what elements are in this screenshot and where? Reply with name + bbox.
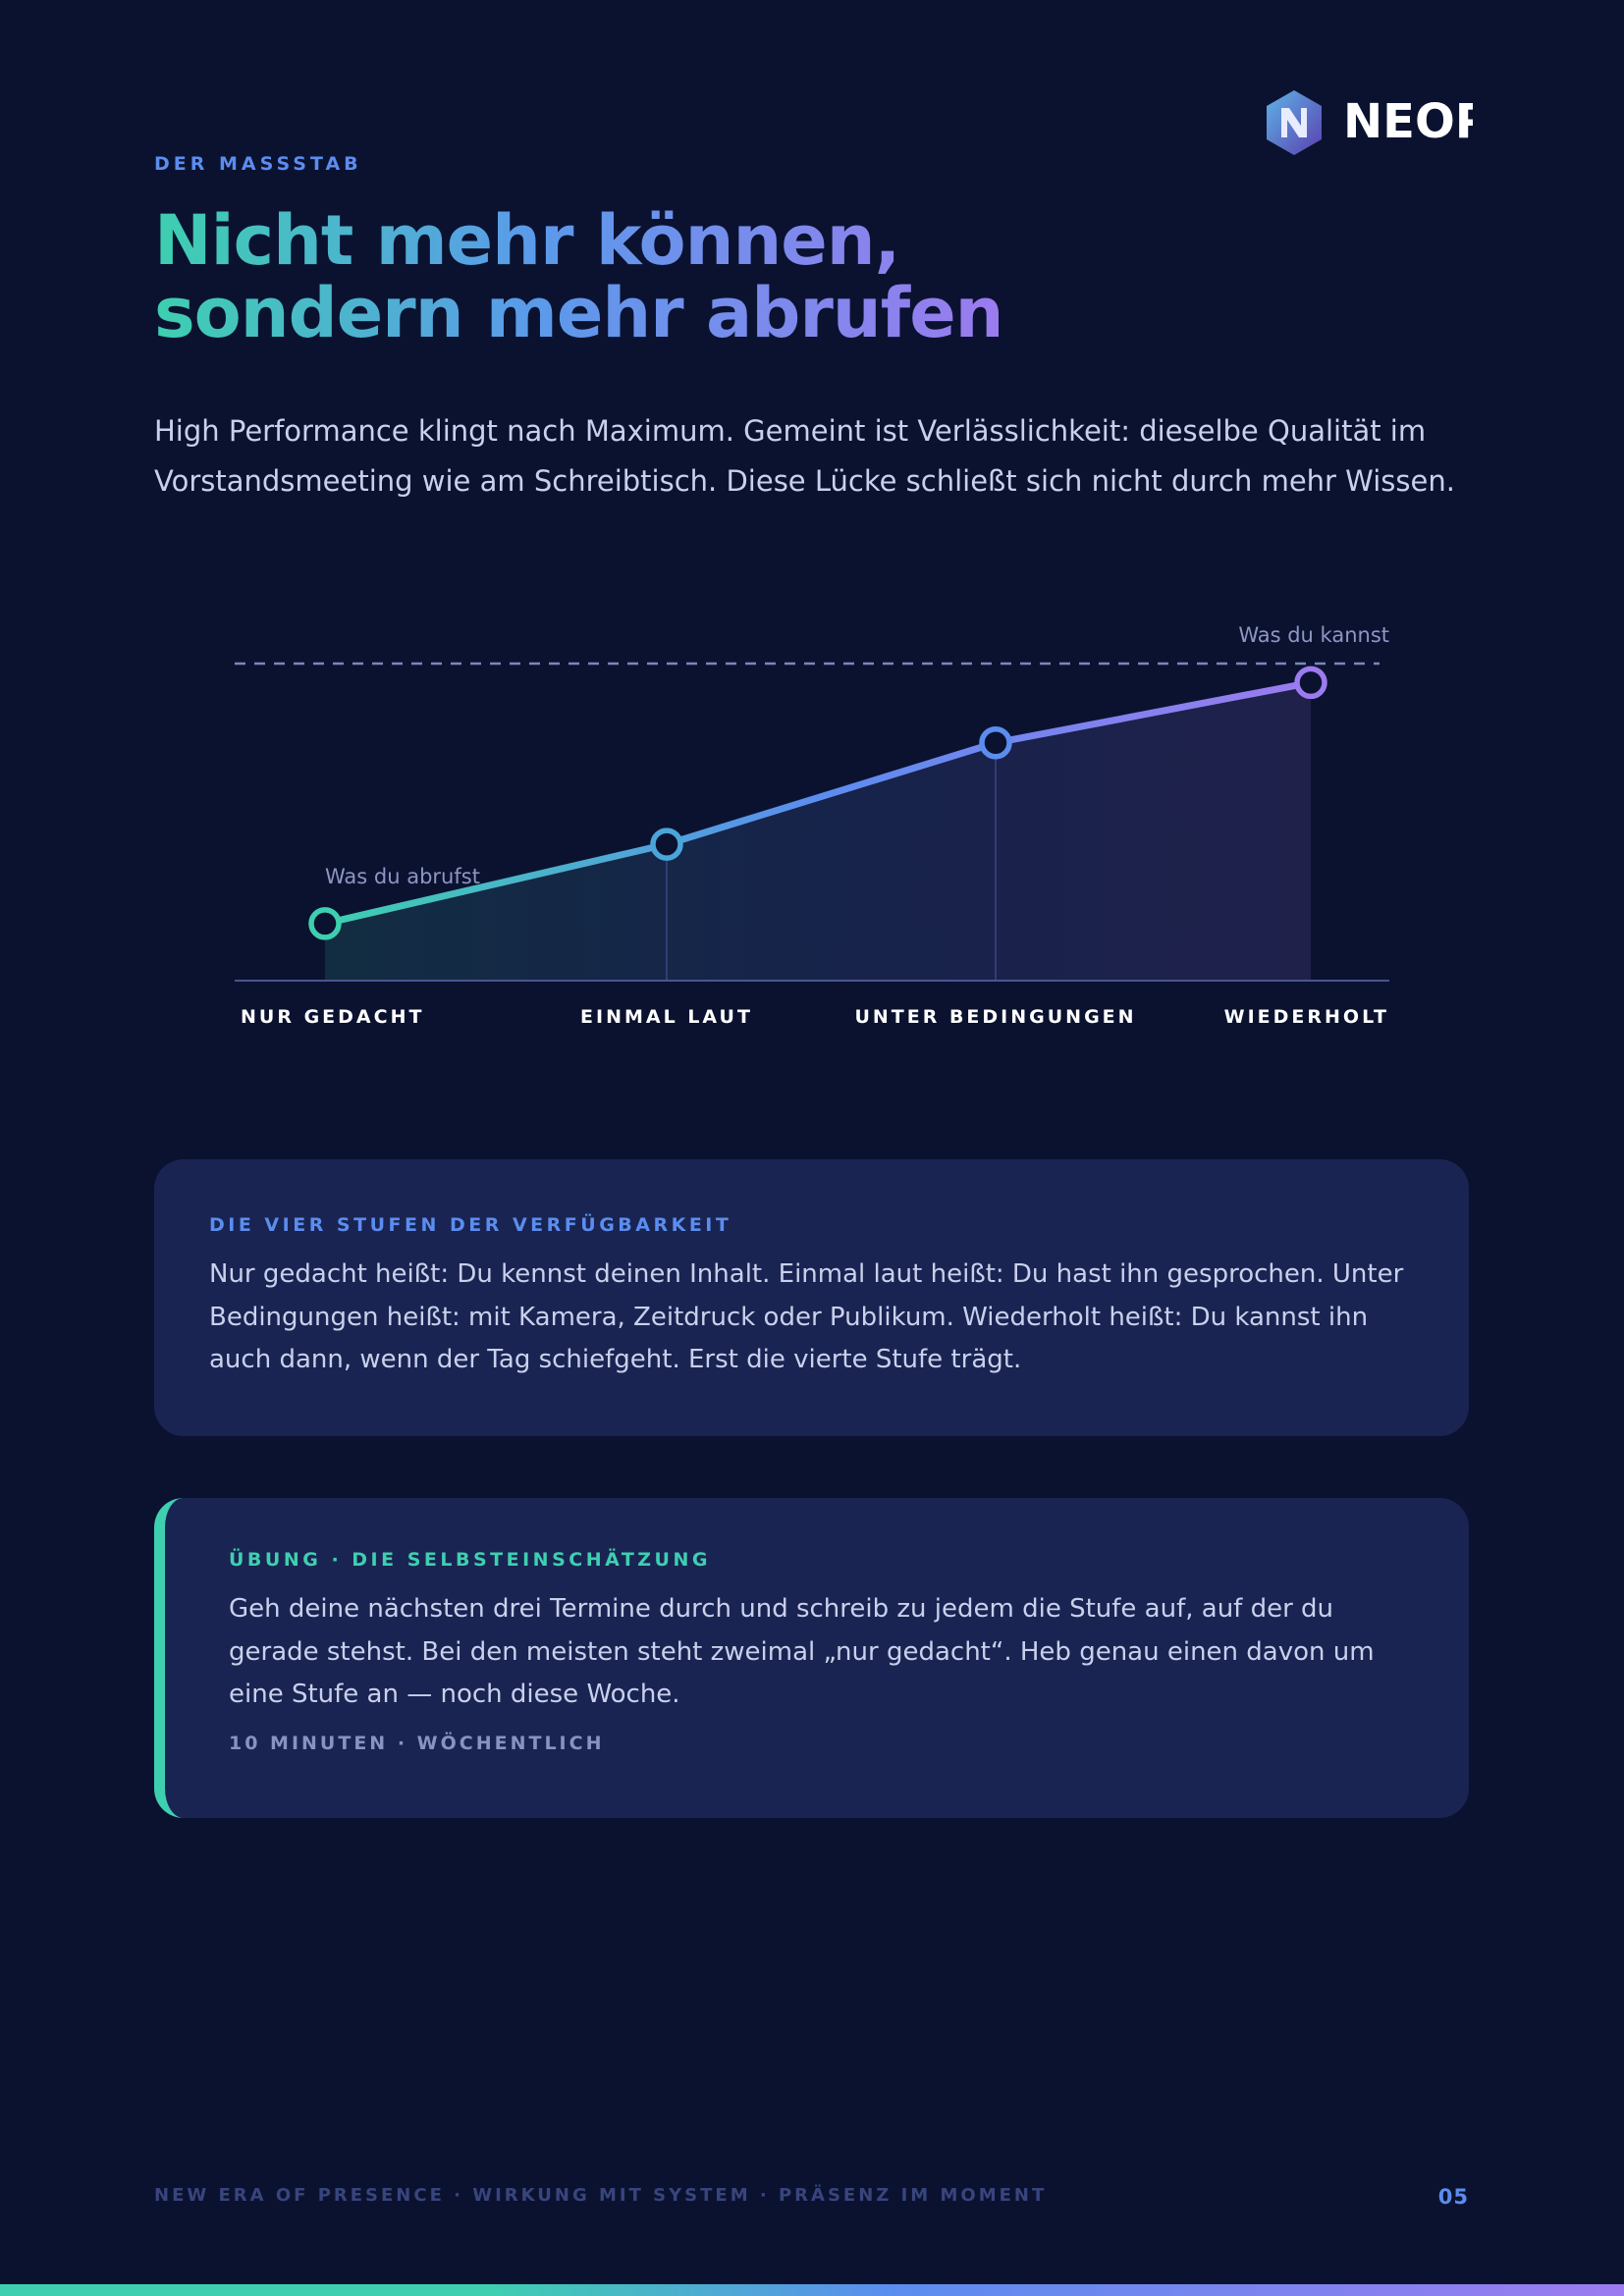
intro: High Performance klingt nach Maximum. Ge… xyxy=(154,414,1455,498)
logo-text: NEOP xyxy=(1343,94,1473,149)
info-card: DIE VIER STUFEN DER VERFÜGBARKEIT Nur ge… xyxy=(154,1159,1469,1436)
footer-tagline: NEW ERA OF PRESENCE · WIRKUNG MIT SYSTEM… xyxy=(154,2185,1048,2206)
x-tick-label: EINMAL LAUT xyxy=(580,1006,753,1028)
bottom-bar xyxy=(0,2284,1624,2296)
card-label: ÜBUNG · DIE SELBSTEINSCHÄTZUNG xyxy=(229,1549,711,1571)
area xyxy=(325,682,1311,981)
card-text: Geh deine nächsten drei Termine durch un… xyxy=(229,1594,1375,1709)
point xyxy=(1294,666,1327,700)
logo-letter xyxy=(1281,108,1307,137)
point xyxy=(979,726,1012,760)
exercise-card: ÜBUNG · DIE SELBSTEINSCHÄTZUNG Geh deine… xyxy=(154,1498,1469,1818)
logo: NEOP xyxy=(1267,90,1473,155)
x-tick-label: WIEDERHOLT xyxy=(1224,1006,1389,1028)
card-text: Nur gedacht heißt: Du kennst deinen Inha… xyxy=(209,1259,1404,1374)
annotation: Was du kannst xyxy=(1238,623,1389,647)
page-number: 05 xyxy=(1437,2185,1469,2209)
chart: NUR GEDACHT EINMAL LAUT UNTER BEDINGUNGEN W… xyxy=(235,623,1389,1028)
annotation: Was du abrufst xyxy=(325,865,480,888)
x-tick-label: NUR GEDACHT xyxy=(241,1006,424,1028)
card-label: DIE VIER STUFEN DER VERFÜGBARKEIT xyxy=(209,1214,732,1236)
x-tick-label: UNTER BEDINGUNGEN xyxy=(854,1006,1136,1028)
card-meta: 10 MINUTEN · WÖCHENTLICH xyxy=(229,1732,605,1754)
line xyxy=(321,678,1315,928)
point xyxy=(308,907,342,940)
point xyxy=(650,828,683,861)
eyebrow: DER MASSSTAB xyxy=(154,153,362,175)
